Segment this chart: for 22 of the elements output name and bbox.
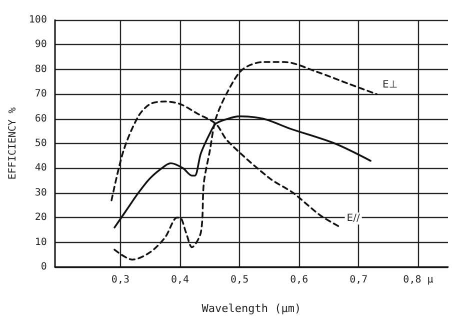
y-tick-label: 40 [34, 162, 47, 174]
y-tick-label: 100 [28, 14, 47, 26]
y-axis-title: EFFICIENCY % [8, 107, 18, 180]
series-label: E⊥ [382, 80, 398, 91]
y-tick-label: 90 [34, 39, 47, 50]
y-tick-label: 50 [34, 138, 47, 149]
y-tick-label: 60 [34, 113, 47, 124]
x-tick-label: 0,4 [170, 274, 190, 286]
x-tick-label: 0,5 [230, 274, 249, 286]
x-tick-label: 0,7 [350, 274, 368, 286]
x-tick-label: 0,6 [290, 274, 308, 286]
y-tick-label: 70 [34, 88, 47, 100]
x-axis-title: Wavelength (µm) [202, 302, 302, 315]
x-tick-label: 0,8 µ [403, 274, 434, 286]
series-label: E// [346, 212, 360, 224]
line-series [114, 61, 378, 260]
x-tick-label: 0,3 [111, 274, 130, 286]
y-tick-label: 0 [40, 262, 47, 272]
y-tick-label: 80 [34, 64, 47, 75]
y-tick-label: 10 [34, 236, 47, 248]
y-tick-label: 30 [34, 187, 47, 198]
y-tick-label: 20 [34, 212, 47, 224]
